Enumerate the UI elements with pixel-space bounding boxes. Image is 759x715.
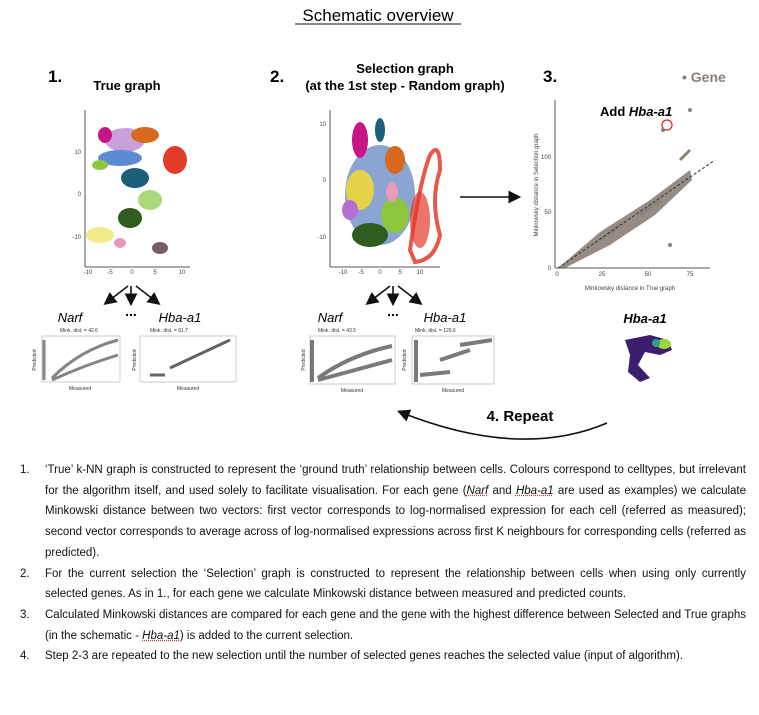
list-item: 4. Step 2-3 are repeated to the new selec… — [20, 646, 746, 667]
ellipsis: ... — [387, 303, 399, 319]
marker: 4. — [20, 650, 30, 663]
small-scatter — [41, 335, 237, 383]
list-item: 3. Calculated Minkowski distances are com… — [20, 605, 746, 646]
distance: Mink. dist. = 129.6 — [415, 328, 456, 334]
gene-name: Hba-a1 — [424, 310, 467, 325]
small-scatter — [309, 335, 495, 385]
distance: Mink. dist. = 43.5 — [318, 328, 356, 334]
y-tick-label: -10 — [72, 235, 81, 241]
panel-title: True graph — [93, 78, 160, 93]
arrows — [103, 285, 161, 307]
gene-name: Hba-a1 — [623, 311, 666, 326]
y-tick-label: 50 — [544, 210, 551, 216]
gene: Narf — [466, 484, 489, 497]
text: ‘True’ k-NN graph is constructed to repr… — [45, 464, 746, 497]
marker: 2. — [20, 567, 30, 580]
distance: Mink. dist. = 42.6 — [60, 328, 98, 334]
gene-umap — [625, 335, 672, 382]
y-tick-label: 0 — [548, 266, 552, 272]
annotation-gene: Hba-a1 — [629, 104, 672, 119]
y-tick-label: 0 — [78, 192, 82, 198]
x-tick-label: 0 — [378, 270, 382, 276]
panel-number: 1. — [48, 67, 62, 86]
gene-name: Narf — [58, 310, 84, 325]
arrows — [365, 285, 423, 307]
description: 1. ‘True’ k-NN graph is constructed to re… — [20, 460, 746, 667]
x-tick-label: 5 — [398, 270, 402, 276]
true-graph-umap — [86, 127, 187, 254]
x-label: Measured — [341, 388, 363, 394]
y-tick-label: 0 — [323, 178, 327, 184]
x-tick-label: 75 — [687, 272, 694, 278]
title: Schematic overview — [302, 6, 454, 25]
y-label: Predicted — [402, 349, 408, 370]
text: and — [488, 484, 516, 497]
schematic: Schematic overview 1. True graph -10 -5 … — [32, 6, 726, 440]
x-tick-label: 10 — [417, 270, 424, 276]
x-label: Measured — [177, 386, 199, 392]
x-tick-label: 5 — [153, 270, 157, 276]
repeat-arrow — [397, 409, 608, 440]
gene: Hba-a1 — [142, 629, 180, 642]
x-tick-label: -5 — [107, 270, 113, 276]
x-tick-label: -10 — [84, 270, 93, 276]
panel-number: 3. — [543, 67, 557, 86]
y-tick-label: 10 — [74, 150, 81, 156]
text: ) is added to the current selection. — [179, 629, 354, 642]
gene: Hba-a1 — [515, 484, 554, 497]
gene-name: Hba-a1 — [159, 310, 202, 325]
ellipsis: ... — [125, 303, 137, 319]
distance-scatter — [557, 108, 716, 269]
annotation-text: Add — [600, 104, 629, 119]
y-tick-label: 100 — [541, 155, 552, 161]
list-item: 2. For the current selection the ‘Selecti… — [20, 564, 746, 605]
x-tick-label: 10 — [179, 270, 186, 276]
list-item: 1. ‘True’ k-NN graph is constructed to re… — [20, 460, 746, 564]
marker: 3. — [20, 608, 30, 621]
annotation: Add Hba-a1 — [600, 104, 672, 119]
x-tick-label: -10 — [339, 270, 348, 276]
gene-name: Narf — [318, 310, 344, 325]
panel-number: 2. — [270, 67, 284, 86]
x-label: Measured — [442, 388, 464, 394]
x-tick-label: 0 — [130, 270, 134, 276]
x-tick-label: 0 — [555, 272, 559, 278]
highlight — [661, 119, 673, 131]
panel-title: Selection graph — [356, 61, 454, 76]
distance: Mink. dist. = 61.7 — [150, 328, 188, 334]
text: Calculated Minkowski distances are compa… — [45, 608, 746, 642]
panel-title: (at the 1st step - Random graph) — [305, 78, 504, 93]
x-label: Minkowsky distance in True graph — [585, 286, 675, 292]
selection-graph-umap — [342, 118, 443, 265]
y-label: Predicted — [132, 349, 138, 370]
x-tick-label: 50 — [645, 272, 652, 278]
y-label: Predicted — [32, 349, 38, 370]
x-label: Measured — [69, 386, 91, 392]
marker: 1. — [20, 464, 30, 476]
repeat-label: 4. Repeat — [487, 408, 554, 425]
y-label: Minkowsky distance in Selection graph — [534, 133, 540, 236]
y-tick-label: 10 — [319, 122, 326, 128]
y-label: Predicted — [301, 349, 307, 370]
text: For the current selection the ‘Selection… — [45, 567, 746, 601]
legend: • Gene — [682, 69, 726, 85]
y-tick-label: -10 — [317, 235, 326, 241]
x-tick-label: 25 — [599, 272, 606, 278]
text: are used as examples) we calculate Minko… — [45, 484, 747, 559]
text: Step 2-3 are repeated to the new selecti… — [45, 650, 683, 663]
x-tick-label: -5 — [358, 270, 364, 276]
